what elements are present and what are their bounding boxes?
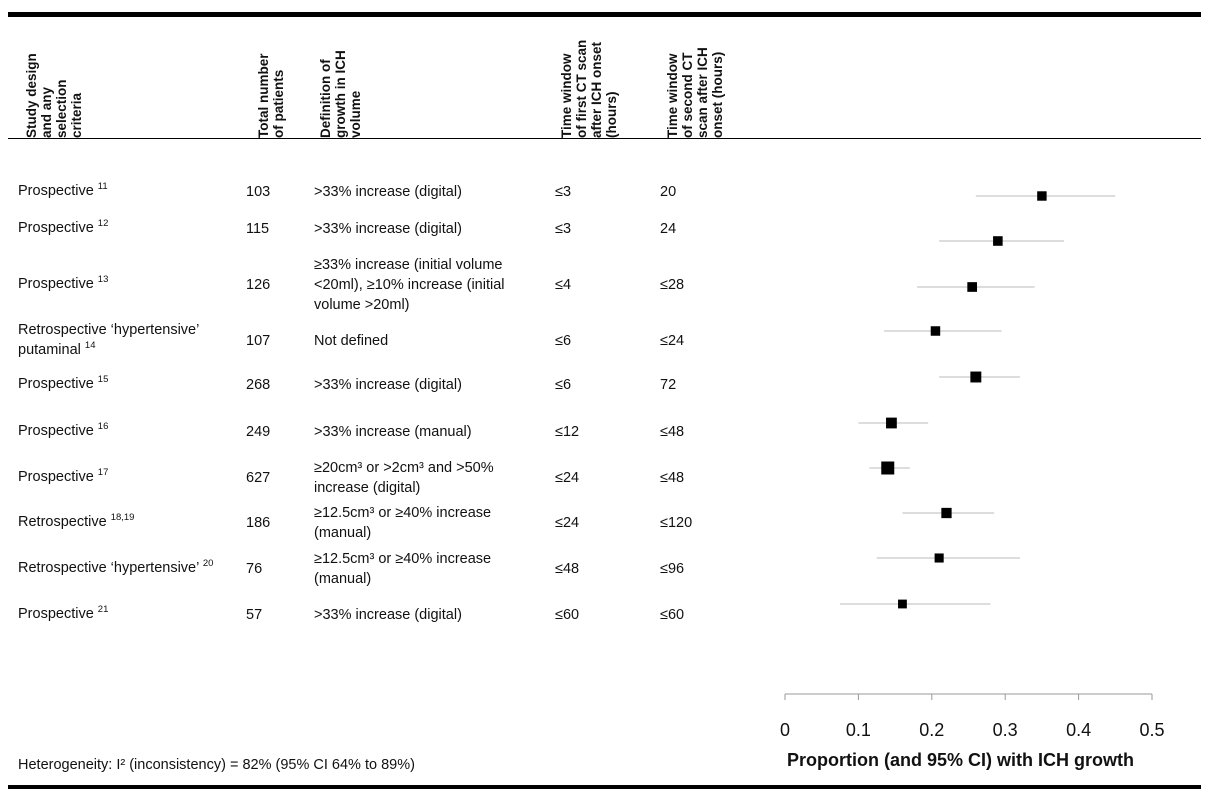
definition-cell: >33% increase (digital) bbox=[314, 184, 462, 200]
definition-cell: >33% increase (digital) bbox=[314, 607, 462, 623]
reference-superscript: 17 bbox=[97, 467, 109, 478]
first-scan-cell: ≤3 bbox=[555, 221, 572, 237]
patients-cell: 268 bbox=[246, 377, 271, 393]
study-design-cell: Prospective 16 bbox=[18, 421, 108, 443]
patients-cell: 76 bbox=[246, 561, 263, 577]
estimate-marker bbox=[898, 599, 907, 609]
second-scan-cell: ≤120 bbox=[660, 515, 693, 531]
study-design-text: Prospective bbox=[18, 183, 94, 199]
table-top-rule bbox=[8, 12, 1201, 17]
header-rule bbox=[8, 138, 1201, 139]
patients-cell: 249 bbox=[246, 424, 271, 440]
table-bottom-rule bbox=[8, 785, 1201, 789]
estimate-marker bbox=[886, 417, 897, 429]
study-design-cell: Retrospective 18,19 bbox=[18, 512, 134, 534]
study-design-cell: Retrospective ‘hypertensive’ 20 bbox=[18, 558, 213, 580]
first-scan-cell: ≤3 bbox=[555, 184, 572, 200]
patients-cell: 627 bbox=[246, 470, 271, 486]
study-design-cell: Prospective 12 bbox=[18, 218, 108, 240]
first-scan-cell: ≤6 bbox=[555, 333, 572, 349]
definition-cell: ≥33% increase (initial volume <20ml), ≥1… bbox=[314, 257, 505, 313]
estimate-marker bbox=[930, 326, 941, 336]
reference-superscript: 18,19 bbox=[110, 512, 135, 523]
study-design-cell: Prospective 13 bbox=[18, 274, 108, 296]
estimate-marker bbox=[993, 236, 1003, 246]
study-design-text: Prospective bbox=[18, 423, 94, 439]
patients-cell: 186 bbox=[246, 515, 271, 531]
x-tick-label: 0.5 bbox=[1139, 720, 1164, 740]
x-tick-label: 0.1 bbox=[846, 720, 871, 740]
estimate-marker bbox=[1037, 191, 1047, 201]
reference-superscript: 16 bbox=[97, 421, 109, 432]
patients-cell: 103 bbox=[246, 184, 271, 200]
definition-cell: >33% increase (digital) bbox=[314, 377, 462, 393]
estimate-marker bbox=[967, 282, 978, 292]
first-scan-cell: ≤24 bbox=[555, 470, 580, 486]
estimate-marker bbox=[934, 553, 944, 563]
estimate-marker bbox=[941, 507, 952, 519]
study-design-text: Retrospective ‘hypertensive’ bbox=[18, 560, 199, 576]
second-scan-cell: ≤48 bbox=[660, 424, 685, 440]
patients-cell: 57 bbox=[246, 607, 263, 623]
second-scan-cell: ≤28 bbox=[660, 277, 685, 293]
definition-cell: >33% increase (digital) bbox=[314, 221, 462, 237]
first-scan-cell: ≤48 bbox=[555, 561, 580, 577]
reference-superscript: 20 bbox=[202, 558, 214, 569]
study-design-text: Prospective bbox=[18, 469, 94, 485]
x-tick-label: 0 bbox=[780, 720, 790, 740]
study-design-text: Prospective bbox=[18, 220, 94, 236]
x-tick-label: 0.2 bbox=[919, 720, 944, 740]
second-scan-cell: 72 bbox=[660, 377, 677, 393]
reference-superscript: 13 bbox=[97, 274, 109, 285]
definition-cell: ≥20cm³ or >2cm³ and >50% increase (digit… bbox=[314, 460, 494, 496]
study-design-text: Retrospective ‘hypertensive’ putaminal bbox=[18, 322, 199, 358]
estimate-marker bbox=[970, 371, 982, 383]
first-scan-cell: ≤24 bbox=[555, 515, 580, 531]
x-axis-label: Proportion (and 95% CI) with ICH growth bbox=[787, 750, 1134, 770]
reference-superscript: 11 bbox=[97, 181, 108, 192]
second-scan-cell: 20 bbox=[660, 184, 677, 200]
reference-superscript: 12 bbox=[97, 218, 109, 229]
study-design-text: Prospective bbox=[18, 276, 94, 292]
definition-cell: >33% increase (manual) bbox=[314, 424, 472, 440]
second-scan-cell: ≤24 bbox=[660, 333, 685, 349]
patients-cell: 126 bbox=[246, 277, 271, 293]
study-design-text: Prospective bbox=[18, 606, 94, 622]
second-scan-cell: ≤60 bbox=[660, 607, 685, 623]
x-tick-label: 0.4 bbox=[1066, 720, 1091, 740]
x-tick-label: 0.3 bbox=[993, 720, 1018, 740]
study-design-text: Retrospective bbox=[18, 514, 107, 530]
patients-cell: 115 bbox=[246, 221, 270, 237]
first-scan-cell: ≤60 bbox=[555, 607, 580, 623]
definition-cell: ≥12.5cm³ or ≥40% increase (manual) bbox=[314, 505, 492, 541]
patients-cell: 107 bbox=[246, 333, 271, 349]
definition-cell: Not defined bbox=[314, 333, 389, 349]
study-design-cell: Prospective 21 bbox=[18, 604, 108, 626]
study-design-cell: Retrospective ‘hypertensive’ putaminal 1… bbox=[18, 320, 243, 362]
study-design-text: Prospective bbox=[18, 376, 94, 392]
study-design-cell: Prospective 11 bbox=[18, 181, 108, 203]
first-scan-cell: ≤12 bbox=[555, 424, 580, 440]
reference-superscript: 15 bbox=[97, 374, 109, 385]
first-scan-cell: ≤6 bbox=[555, 377, 572, 393]
second-scan-cell: 24 bbox=[660, 221, 677, 237]
estimate-marker bbox=[881, 461, 895, 475]
definition-cell: ≥12.5cm³ or ≥40% increase (manual) bbox=[314, 551, 492, 587]
study-design-cell: Prospective 17 bbox=[18, 467, 108, 489]
reference-superscript: 14 bbox=[84, 340, 96, 351]
heterogeneity-note: Heterogeneity: I² (inconsistency) = 82% … bbox=[18, 757, 415, 773]
second-scan-cell: ≤48 bbox=[660, 470, 685, 486]
study-design-cell: Prospective 15 bbox=[18, 374, 108, 396]
second-scan-cell: ≤96 bbox=[660, 561, 685, 577]
reference-superscript: 21 bbox=[97, 604, 109, 615]
first-scan-cell: ≤4 bbox=[555, 277, 572, 293]
